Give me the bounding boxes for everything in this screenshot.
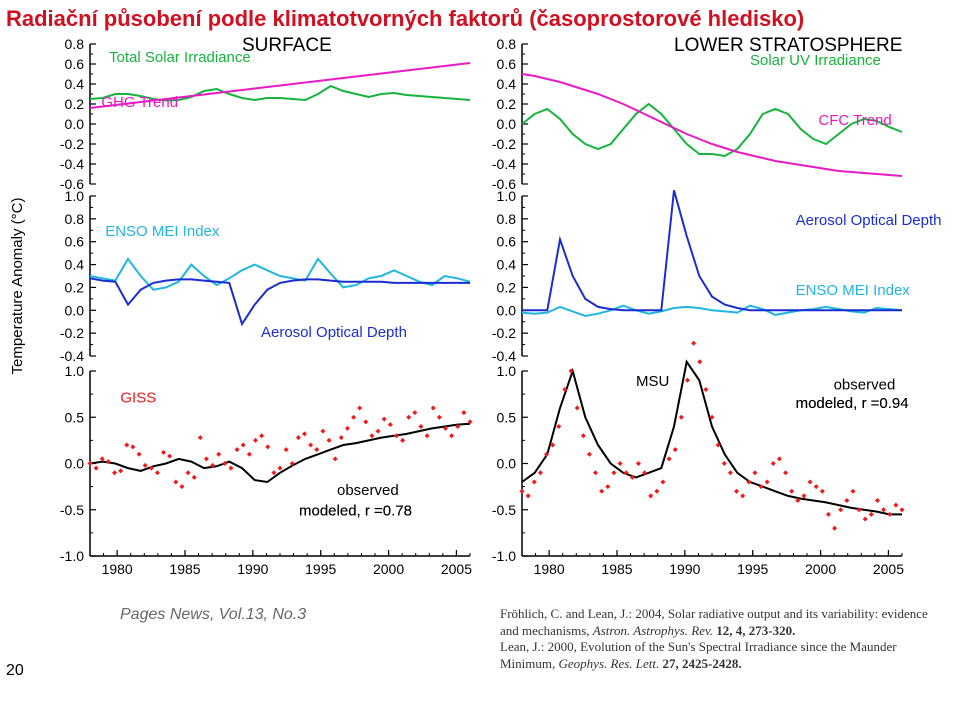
svg-text:1995: 1995	[305, 561, 336, 577]
cite-r1j: Astron. Astrophys. Rev.	[593, 623, 713, 638]
svg-text:0.0: 0.0	[497, 456, 517, 472]
svg-text:0.8: 0.8	[65, 36, 85, 52]
chart-grid: Temperature Anomaly (°C)SURFACE-0.6-0.4-…	[0, 36, 960, 606]
svg-text:Total Solar Irradiance: Total Solar Irradiance	[109, 49, 251, 66]
svg-text:ENSO MEI Index: ENSO MEI Index	[105, 223, 220, 240]
svg-text:2005: 2005	[441, 561, 472, 577]
svg-text:0.6: 0.6	[65, 56, 85, 72]
svg-text:-0.2: -0.2	[60, 136, 84, 152]
svg-text:Aerosol Optical Depth: Aerosol Optical Depth	[261, 324, 407, 341]
svg-text:Temperature Anomaly (°C): Temperature Anomaly (°C)	[9, 198, 26, 375]
svg-text:-1.0: -1.0	[492, 548, 516, 564]
svg-text:-0.4: -0.4	[492, 348, 516, 364]
page-number: 20	[6, 662, 24, 680]
svg-text:modeled, r =0.78: modeled, r =0.78	[299, 502, 412, 519]
page-title: Radiační působení podle klimatotvorných …	[0, 0, 960, 32]
svg-text:0.0: 0.0	[65, 302, 85, 318]
svg-text:0.6: 0.6	[65, 234, 85, 250]
svg-text:0.0: 0.0	[497, 116, 517, 132]
svg-text:-0.5: -0.5	[60, 502, 84, 518]
svg-text:-0.2: -0.2	[492, 136, 516, 152]
citation-left: Pages News, Vol.13, No.3	[120, 606, 306, 624]
svg-text:0.4: 0.4	[65, 76, 85, 92]
svg-text:1995: 1995	[737, 561, 768, 577]
svg-text:CFC Trend: CFC Trend	[818, 112, 891, 129]
svg-text:0.2: 0.2	[497, 279, 517, 295]
svg-text:1.0: 1.0	[65, 363, 85, 379]
svg-text:0.2: 0.2	[65, 279, 85, 295]
svg-text:observed: observed	[834, 377, 896, 394]
svg-text:0.0: 0.0	[497, 302, 517, 318]
chart-svg: Temperature Anomaly (°C)SURFACE-0.6-0.4-…	[0, 36, 960, 606]
svg-text:GISS: GISS	[120, 389, 156, 406]
svg-text:0.5: 0.5	[497, 409, 517, 425]
svg-text:1.0: 1.0	[65, 188, 85, 204]
svg-text:-0.4: -0.4	[60, 348, 84, 364]
svg-text:0.4: 0.4	[497, 257, 517, 273]
svg-text:2000: 2000	[373, 561, 404, 577]
svg-text:0.4: 0.4	[497, 76, 517, 92]
svg-text:Aerosol Optical Depth: Aerosol Optical Depth	[796, 212, 942, 229]
svg-text:-0.5: -0.5	[492, 502, 516, 518]
svg-text:0.0: 0.0	[65, 456, 85, 472]
svg-text:0.2: 0.2	[65, 96, 85, 112]
svg-text:-0.4: -0.4	[60, 156, 84, 172]
svg-text:Solar UV Irradiance: Solar UV Irradiance	[750, 52, 881, 69]
svg-text:modeled, r =0.94: modeled, r =0.94	[796, 395, 909, 412]
svg-text:1985: 1985	[601, 561, 632, 577]
svg-text:0.6: 0.6	[497, 234, 517, 250]
cite-r1b: 12, 4, 273-320.	[713, 623, 795, 638]
footer: 20 Pages News, Vol.13, No.3 Fröhlich, C.…	[0, 606, 960, 703]
cite-r2b: 27, 2425-2428.	[659, 656, 741, 671]
svg-text:1.0: 1.0	[497, 188, 517, 204]
svg-text:-0.2: -0.2	[492, 325, 516, 341]
svg-text:SURFACE: SURFACE	[242, 36, 332, 56]
svg-text:0.2: 0.2	[497, 96, 517, 112]
svg-text:GHG Trend: GHG Trend	[101, 94, 178, 111]
cite-r2j: Geophys. Res. Lett.	[559, 656, 660, 671]
svg-text:-0.4: -0.4	[492, 156, 516, 172]
svg-text:1980: 1980	[534, 561, 565, 577]
svg-text:0.0: 0.0	[65, 116, 85, 132]
svg-text:2000: 2000	[805, 561, 836, 577]
svg-text:ENSO MEI Index: ENSO MEI Index	[796, 282, 911, 299]
svg-text:1985: 1985	[169, 561, 200, 577]
svg-text:1.0: 1.0	[497, 363, 517, 379]
svg-text:2005: 2005	[873, 561, 904, 577]
svg-text:1990: 1990	[669, 561, 700, 577]
svg-text:1980: 1980	[102, 561, 133, 577]
svg-text:0.5: 0.5	[65, 409, 85, 425]
svg-text:0.8: 0.8	[497, 36, 517, 52]
svg-text:MSU: MSU	[636, 373, 669, 390]
svg-text:1990: 1990	[237, 561, 268, 577]
svg-text:0.4: 0.4	[65, 257, 85, 273]
svg-text:-1.0: -1.0	[60, 548, 84, 564]
svg-text:0.6: 0.6	[497, 56, 517, 72]
svg-text:0.8: 0.8	[65, 211, 85, 227]
svg-text:-0.2: -0.2	[60, 325, 84, 341]
svg-text:0.8: 0.8	[497, 211, 517, 227]
citation-right: Fröhlich, C. and Lean, J.: 2004, Solar r…	[500, 606, 940, 673]
svg-text:observed: observed	[337, 482, 399, 499]
